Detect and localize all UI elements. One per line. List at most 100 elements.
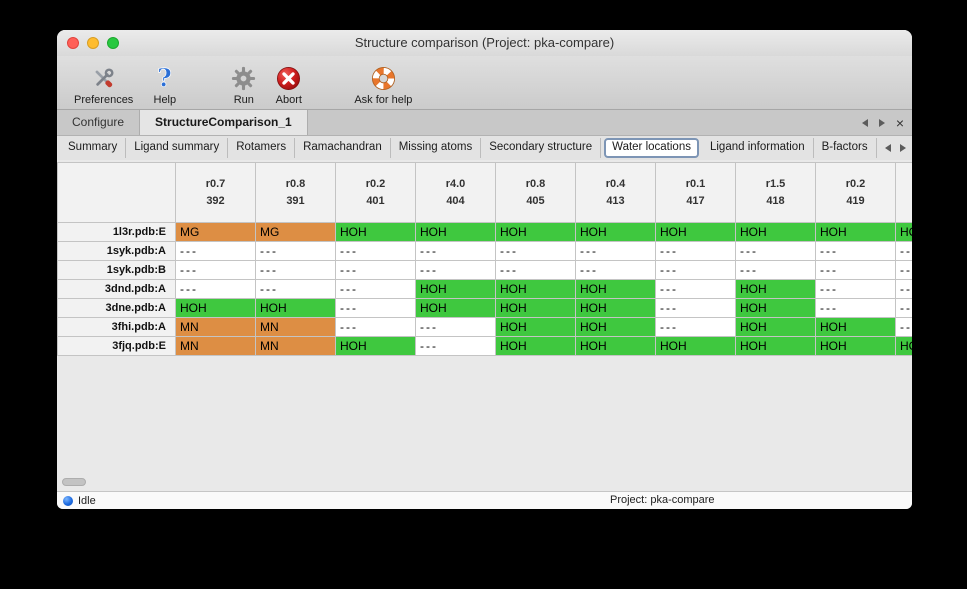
result-cell[interactable]: --- <box>255 241 336 261</box>
result-cell[interactable]: --- <box>735 241 816 261</box>
result-cell[interactable]: HOH <box>495 298 576 318</box>
result-cell[interactable]: HOH <box>575 298 656 318</box>
result-cell[interactable]: HOH <box>735 336 816 356</box>
close-window-button[interactable] <box>67 37 79 49</box>
tab-close-icon[interactable]: × <box>895 114 904 131</box>
run-button[interactable]: Run <box>221 63 266 106</box>
zoom-window-button[interactable] <box>107 37 119 49</box>
result-cell[interactable]: HOH <box>895 336 912 356</box>
table-corner-cell <box>57 162 176 223</box>
report-tab-ligand-information[interactable]: Ligand information <box>702 138 814 158</box>
result-cell[interactable]: MG <box>255 222 336 242</box>
report-tab-scroll-left-icon[interactable] <box>885 139 891 157</box>
toolbar-item-label: Preferences <box>74 94 134 106</box>
tools-icon <box>90 63 117 93</box>
tab-scroll-right-icon[interactable] <box>878 114 885 132</box>
result-cell[interactable]: --- <box>495 260 576 280</box>
report-tab-water-locations[interactable]: Water locations <box>604 138 699 158</box>
result-cell[interactable]: HOH <box>335 336 416 356</box>
result-cell[interactable]: --- <box>575 241 656 261</box>
result-cell[interactable]: MN <box>255 317 336 337</box>
result-cell[interactable]: --- <box>415 317 496 337</box>
result-cell[interactable]: HOH <box>175 298 256 318</box>
ask-for-help-button[interactable]: Ask for help <box>345 63 421 106</box>
result-cell[interactable]: HOH <box>575 279 656 299</box>
result-cell[interactable]: HOH <box>735 279 816 299</box>
result-cell[interactable]: --- <box>815 241 896 261</box>
report-tab-ramachandran[interactable]: Ramachandran <box>295 138 391 158</box>
result-cell[interactable]: --- <box>495 241 576 261</box>
report-tab-rotamers[interactable]: Rotamers <box>228 138 296 158</box>
result-cell[interactable]: HOH <box>495 336 576 356</box>
result-cell[interactable]: --- <box>335 241 416 261</box>
minimize-window-button[interactable] <box>87 37 99 49</box>
result-cell[interactable]: HOH <box>415 279 496 299</box>
report-tab-missing-atoms[interactable]: Missing atoms <box>391 138 482 158</box>
result-cell[interactable]: --- <box>175 241 256 261</box>
result-cell[interactable]: --- <box>255 260 336 280</box>
result-cell[interactable]: --- <box>335 260 416 280</box>
result-cell[interactable]: --- <box>655 279 736 299</box>
row-label: 3fjq.pdb:E <box>57 336 176 356</box>
result-cell[interactable]: --- <box>255 279 336 299</box>
result-cell[interactable]: MG <box>175 222 256 242</box>
report-tab-scroll-right-icon[interactable] <box>900 139 906 157</box>
result-cell[interactable]: --- <box>335 298 416 318</box>
result-cell[interactable]: --- <box>655 317 736 337</box>
result-cell[interactable]: --- <box>895 279 912 299</box>
result-cell[interactable]: --- <box>815 298 896 318</box>
tab-scroll-left-icon[interactable] <box>861 114 868 132</box>
titlebar[interactable]: Structure comparison (Project: pka-compa… <box>57 30 912 56</box>
result-cell[interactable]: MN <box>255 336 336 356</box>
result-cell[interactable]: --- <box>895 260 912 280</box>
result-cell[interactable]: HOH <box>815 317 896 337</box>
result-cell[interactable]: --- <box>895 241 912 261</box>
tab-structure-comparison-1[interactable]: StructureComparison_1 <box>140 110 308 135</box>
result-cell[interactable]: --- <box>655 298 736 318</box>
result-cell[interactable]: HOH <box>575 222 656 242</box>
result-cell[interactable]: HOH <box>815 222 896 242</box>
result-cell[interactable]: --- <box>575 260 656 280</box>
result-cell[interactable]: HOH <box>655 336 736 356</box>
result-cell[interactable]: --- <box>175 279 256 299</box>
abort-button[interactable]: Abort <box>266 63 311 106</box>
result-cell[interactable]: MN <box>175 317 256 337</box>
result-cell[interactable]: HOH <box>495 222 576 242</box>
result-cell[interactable]: --- <box>415 241 496 261</box>
result-cell[interactable]: --- <box>735 260 816 280</box>
result-cell[interactable]: HOH <box>575 317 656 337</box>
result-cell[interactable]: HOH <box>735 222 816 242</box>
report-tab-secondary-structure[interactable]: Secondary structure <box>481 138 602 158</box>
result-cell[interactable]: --- <box>655 260 736 280</box>
result-cell[interactable]: HOH <box>895 222 912 242</box>
result-cell[interactable]: HOH <box>415 222 496 242</box>
help-button[interactable]: ? Help <box>142 63 187 107</box>
report-tab-b-factors[interactable]: B-factors <box>814 138 877 158</box>
tab-configure[interactable]: Configure <box>57 110 141 135</box>
result-cell[interactable]: HOH <box>495 279 576 299</box>
result-cell[interactable]: HOH <box>655 222 736 242</box>
report-tab-summary[interactable]: Summary <box>60 138 127 158</box>
result-cell[interactable]: --- <box>655 241 736 261</box>
result-cell[interactable]: --- <box>815 279 896 299</box>
report-tab-ligand-summary[interactable]: Ligand summary <box>126 138 229 158</box>
result-cell[interactable]: HOH <box>735 317 816 337</box>
result-cell[interactable]: --- <box>175 260 256 280</box>
result-cell[interactable]: HOH <box>495 317 576 337</box>
horizontal-scrollbar-thumb[interactable] <box>62 478 86 486</box>
result-cell[interactable]: --- <box>895 298 912 318</box>
result-cell[interactable]: --- <box>415 260 496 280</box>
result-cell[interactable]: HOH <box>335 222 416 242</box>
result-cell[interactable]: HOH <box>575 336 656 356</box>
result-cell[interactable]: --- <box>335 317 416 337</box>
result-cell[interactable]: --- <box>335 279 416 299</box>
result-cell[interactable]: --- <box>815 260 896 280</box>
result-cell[interactable]: --- <box>895 317 912 337</box>
result-cell[interactable]: --- <box>415 336 496 356</box>
result-cell[interactable]: HOH <box>255 298 336 318</box>
result-cell[interactable]: HOH <box>415 298 496 318</box>
result-cell[interactable]: HOH <box>815 336 896 356</box>
result-cell[interactable]: MN <box>175 336 256 356</box>
preferences-button[interactable]: Preferences <box>65 63 142 106</box>
result-cell[interactable]: HOH <box>735 298 816 318</box>
